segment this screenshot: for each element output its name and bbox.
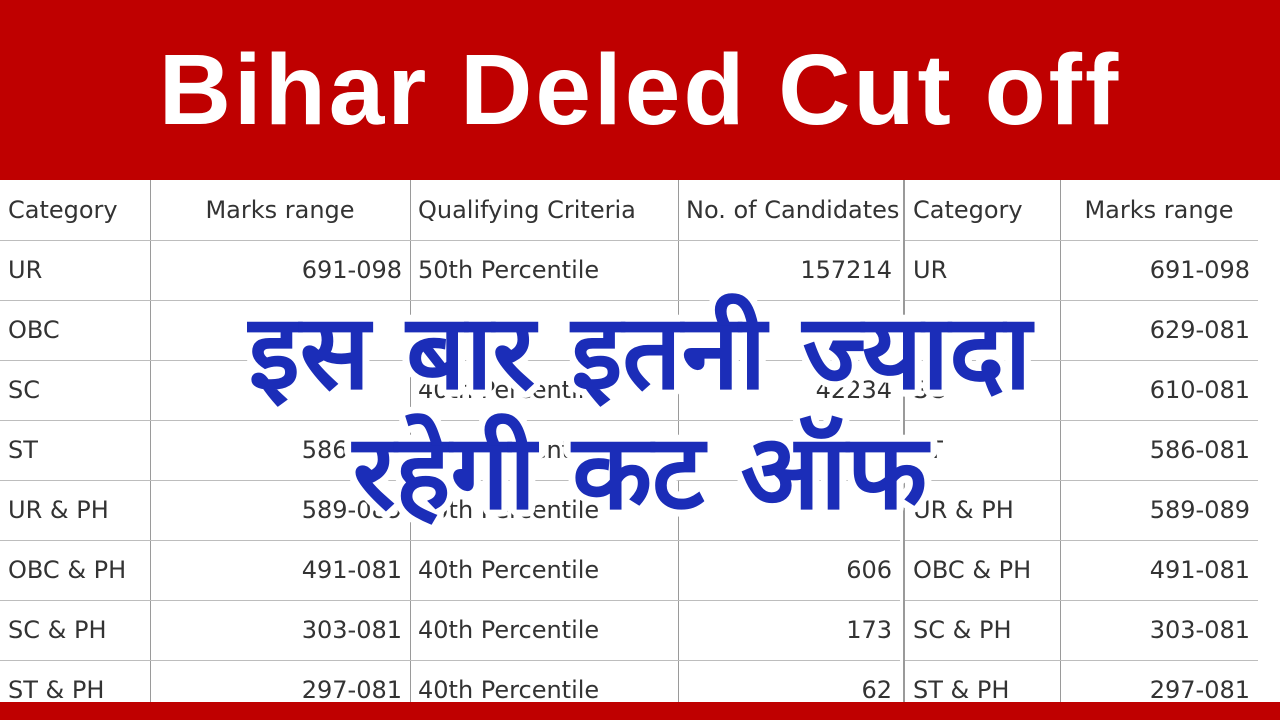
table-cell: UR <box>913 256 948 284</box>
table-cell: 606 <box>846 556 892 584</box>
table-cell: 157214 <box>800 256 892 284</box>
table-divider <box>903 180 905 720</box>
table-cell: 589-089 <box>1149 496 1250 524</box>
table-cell: 42234 <box>815 376 892 404</box>
row-divider <box>0 540 900 541</box>
row-divider <box>0 300 900 301</box>
table-cell: 62 <box>861 676 892 704</box>
row-divider <box>0 660 900 661</box>
row-divider <box>905 360 1258 361</box>
table-cell: 589-089 <box>301 496 402 524</box>
table-cell: UR & PH <box>913 496 1014 524</box>
table-cell: OBC & PH <box>8 556 127 584</box>
table-cell: UR & PH <box>8 496 109 524</box>
table-cell: 173 <box>846 616 892 644</box>
column-divider <box>150 180 151 720</box>
column-header: Marks range <box>205 196 355 224</box>
table-cell: ST <box>8 436 38 464</box>
table-cell: 586-081 <box>1149 436 1250 464</box>
table-cell: SC & PH <box>913 616 1012 644</box>
table-cell: OBC <box>913 316 965 344</box>
table-cell: 40th Percentile <box>418 616 600 644</box>
table-cell: 303-081 <box>1149 616 1250 644</box>
row-divider <box>0 600 900 601</box>
table-cell: OBC <box>8 316 60 344</box>
table-cell: 50th Percentile <box>418 256 600 284</box>
table-cell: 691-098 <box>1149 256 1250 284</box>
column-header: Category <box>8 196 118 224</box>
table-cell: 40th Percentile <box>418 376 600 404</box>
row-divider <box>905 300 1258 301</box>
title: Bihar Deled Cut off <box>158 34 1122 146</box>
table-cell: ST & PH <box>913 676 1010 704</box>
footer-strip <box>0 702 1280 720</box>
table-cell: UR <box>8 256 43 284</box>
column-header: No. of Candidates <box>686 196 900 224</box>
table-cell: 491-081 <box>301 556 402 584</box>
table-cell: SC <box>8 376 40 404</box>
row-divider <box>0 480 900 481</box>
table-cell: 40th Percentile <box>418 556 600 584</box>
row-divider <box>905 420 1258 421</box>
column-header: Qualifying Criteria <box>418 196 636 224</box>
table-cell: 629-081 <box>1149 316 1250 344</box>
table-cell: 40th Percentile <box>418 676 600 704</box>
table-cell: 691-098 <box>301 256 402 284</box>
row-divider <box>905 660 1258 661</box>
row-divider <box>0 240 900 241</box>
column-divider <box>410 180 411 720</box>
column-divider <box>1060 180 1061 720</box>
row-divider <box>905 240 1258 241</box>
column-header: Category <box>913 196 1023 224</box>
header-banner: Bihar Deled Cut off <box>0 0 1280 180</box>
table-cell: ST & PH <box>8 676 105 704</box>
table-cell: OBC & PH <box>913 556 1032 584</box>
table-cell: SC <box>913 376 945 404</box>
row-divider <box>0 360 900 361</box>
table-cell: 40th Percentile <box>418 496 600 524</box>
table-cell: 303-081 <box>301 616 402 644</box>
table-cell: 297-081 <box>1149 676 1250 704</box>
table-cell: SC & PH <box>8 616 107 644</box>
column-header: Marks range <box>1084 196 1234 224</box>
row-divider <box>905 480 1258 481</box>
row-divider <box>905 540 1258 541</box>
table-cell: 297-081 <box>301 676 402 704</box>
row-divider <box>905 600 1258 601</box>
table-cell: ST <box>913 436 943 464</box>
table-cell: 491-081 <box>1149 556 1250 584</box>
table-cell: 610-081 <box>1149 376 1250 404</box>
table-cell: 40th Percentile <box>418 436 600 464</box>
column-divider <box>678 180 679 720</box>
row-divider <box>0 420 900 421</box>
table-cell: 586-081 <box>301 436 402 464</box>
